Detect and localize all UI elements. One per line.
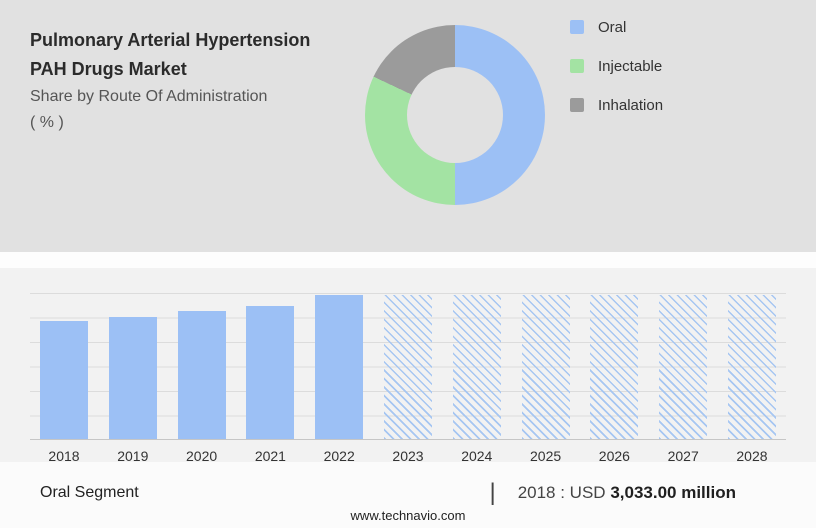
history-bar [315, 295, 364, 439]
page-title-line2: PAH Drugs Market [30, 59, 187, 79]
legend-swatch [570, 20, 584, 34]
segment-label: Oral Segment [40, 484, 139, 501]
x-axis-label: 2023 [392, 448, 424, 464]
x-axis-label: 2021 [254, 448, 286, 464]
pie-section: Pulmonary Arterial Hypertension PAH Drug… [0, 0, 816, 252]
x-axis-label: 2022 [323, 448, 355, 464]
footer-value-prefix: 2018 : USD [517, 483, 606, 502]
x-axis-label: 2028 [736, 448, 768, 464]
history-bar [40, 321, 88, 439]
legend-label: Injectable [598, 57, 663, 75]
section-divider [0, 252, 816, 268]
footer-value-bold: 3,033.00 million [610, 483, 736, 502]
bars-row [40, 293, 776, 439]
pie-legend: Oral Injectable Inhalation [570, 16, 663, 116]
page-title-line1: Pulmonary Arterial Hypertension [30, 30, 311, 50]
history-bar [246, 306, 295, 439]
page-subtitle-line2: ( % ) [30, 114, 64, 131]
forecast-bar [590, 295, 639, 439]
x-axis-label: 2027 [667, 448, 699, 464]
legend-item: Injectable [570, 55, 663, 77]
legend-item: Inhalation [570, 94, 663, 116]
x-axis-label: 2018 [48, 448, 80, 464]
x-axis-label: 2020 [186, 448, 218, 464]
history-bar [177, 311, 226, 439]
title-block: Pulmonary Arterial Hypertension PAH Drug… [30, 26, 375, 136]
legend-label: Inhalation [598, 96, 664, 114]
forecast-bar [383, 295, 432, 439]
forecast-bar [727, 295, 776, 439]
legend-item: Oral [570, 16, 663, 38]
x-axis-label: 2024 [461, 448, 493, 464]
forecast-bar [452, 295, 501, 439]
footer: Oral Segment | 2018 : USD 3,033.00 milli… [40, 481, 736, 505]
forecast-bar [521, 295, 570, 439]
forecast-bar [659, 295, 708, 439]
footer-value: 2018 : USD 3,033.00 million [518, 483, 736, 503]
page-subtitle-line1: Share by Route Of Administration [30, 88, 268, 105]
footer-separator: | [489, 479, 496, 506]
website-url: www.technavio.com [350, 508, 466, 523]
donut-chart [365, 25, 545, 205]
x-axis-label: 2019 [117, 448, 149, 464]
bar-chart [30, 293, 786, 440]
legend-swatch [570, 98, 584, 112]
x-axis-label: 2026 [598, 448, 630, 464]
bar-section: 2018 2019 2020 2021 2022 2023 2024 2025 2026 2027… [0, 268, 816, 464]
legend-swatch [570, 59, 584, 73]
history-bar [108, 317, 157, 439]
x-axis-label: 2025 [530, 448, 562, 464]
bar-labels-row: 2018 2019 2020 2021 2022 2023 2024 2025 2026 2027… [40, 448, 776, 464]
legend-label: Oral [598, 18, 627, 36]
